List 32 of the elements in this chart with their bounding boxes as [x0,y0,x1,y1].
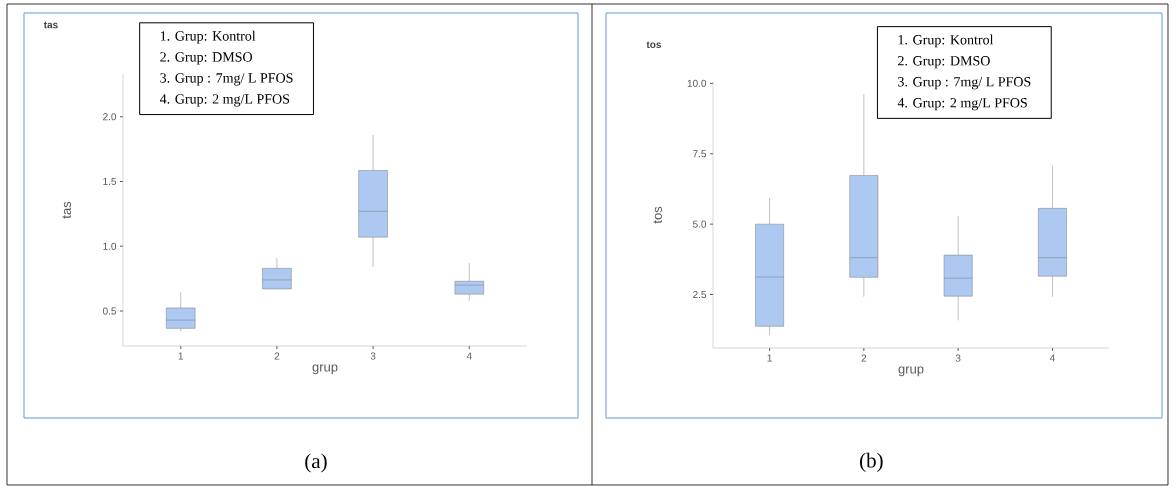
y-axis-title: tas [62,201,71,219]
y-tick-label: 10.0 [687,79,707,87]
annotation: 3. Grup : 7mg/ L PFOS [160,73,293,86]
chart-title: tos [646,41,662,49]
x-tick-label: 2 [861,354,867,362]
x-tick-label: 3 [955,354,961,362]
annotation: 4. Grup: 2 mg/L PFOS [159,94,290,107]
text: (a) [305,453,327,473]
text: (b) [860,452,883,472]
annotation: 3. Grup : 7mg/ L PFOS [898,77,1031,90]
x-axis-title: grup [898,366,924,377]
y-tick-label: 5.0 [692,220,707,228]
x-tick-label: 1 [178,352,184,360]
y-tick-label: 7.5 [693,150,707,158]
text: 2. Grup: DMSO [898,56,990,69]
annotation: 4. Grup: 2 mg/L PFOS [897,98,1027,111]
y-tick-label: 0.5 [102,307,117,315]
x-tick-label: 4 [466,352,472,360]
text: 1. Grup: Kontrol [160,30,256,44]
y-tick-label: 1.0 [103,242,117,250]
x-axis-title: grup [312,364,338,375]
x-tick-label: 4 [1049,354,1055,362]
x-tick-label: 2 [274,352,280,360]
y-tick-label: 1.5 [103,178,117,185]
y-tick-label: 2.0 [103,113,117,121]
text: 2. Grup: DMSO [160,52,253,65]
y-axis-title: tos [653,206,662,224]
y-tick-label: 2.5 [693,290,707,299]
chart-title: tas [43,21,58,29]
text: 1. Grup: Kontrol [898,34,994,48]
x-tick-label: 3 [370,352,376,360]
x-tick-label: 1 [767,354,772,362]
